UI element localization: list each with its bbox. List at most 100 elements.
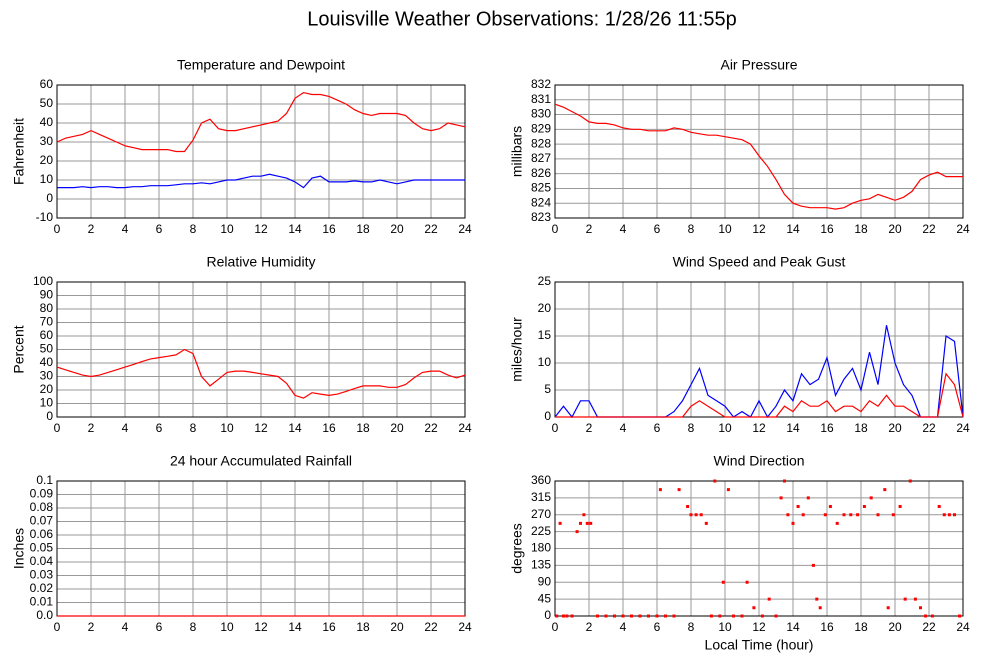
y-tick-label: 5 [544,382,551,396]
y-tick-label: 135 [531,558,551,572]
x-tick-label: 2 [88,421,95,435]
y-tick-label: 20 [40,153,54,167]
y-tick-label: 315 [531,490,551,504]
x-tick-label: 8 [190,421,197,435]
x-tick-label: 10 [220,222,234,236]
data-point [740,614,744,618]
chart-title: Air Pressure [720,57,797,73]
y-tick-label: 0.08 [30,500,54,514]
y-tick-label: 826 [531,166,551,180]
y-tick-label: 10 [40,396,54,410]
data-point [815,597,819,601]
data-point [908,479,912,483]
x-tick-label: 0 [54,421,61,435]
x-tick-label: 12 [752,421,766,435]
page-title: Louisville Weather Observations: 1/28/26… [307,8,737,30]
plot-frame [554,480,964,617]
data-line [56,91,466,153]
x-tick-label: 12 [254,620,268,634]
x-tick-label: 4 [122,222,129,236]
data-point [745,580,749,584]
data-point [604,614,608,618]
y-tick-label: 360 [531,473,551,487]
y-tick-label: 10 [538,355,552,369]
x-tick-label: 10 [220,421,234,435]
x-tick-label: 22 [922,620,936,634]
x-tick-label: 18 [356,620,370,634]
data-point [898,505,902,508]
chart-title: Temperature and Dewpoint [177,57,345,73]
data-point [767,597,771,601]
x-tick-label: 22 [424,222,438,236]
x-tick-label: 10 [718,620,732,634]
data-point [783,479,786,483]
y-axis-label: degrees [509,523,525,574]
data-point [811,563,815,567]
y-tick-label: 70 [40,315,54,329]
data-point [558,521,562,525]
data-point [677,488,681,492]
data-point [613,614,616,618]
x-tick-label: 6 [156,421,163,435]
y-tick-label: 0.05 [30,541,54,555]
x-tick-label: 6 [654,421,661,435]
data-point [953,513,956,517]
x-tick-label: 10 [718,421,732,435]
chart-title: Relative Humidity [207,254,316,270]
y-tick-label: 60 [40,77,54,91]
y-tick-label: 90 [538,574,552,588]
y-tick-label: 824 [531,195,551,209]
x-tick-label: 14 [288,222,302,236]
data-point [958,614,962,618]
data-point [621,614,625,618]
data-point [942,513,946,517]
x-tick-label: 20 [390,620,404,634]
data-point [596,614,599,618]
x-tick-label: 8 [688,421,695,435]
x-tick-label: 22 [922,222,936,236]
y-tick-label: 0.01 [30,595,54,609]
data-point [672,614,676,618]
plot-frame [554,84,964,219]
x-tick-label: 2 [586,620,593,634]
x-tick-label: 6 [654,620,661,634]
y-axis-label: Inches [11,528,27,569]
x-tick-label: 8 [688,222,695,236]
x-tick-label: 14 [288,421,302,435]
x-tick-label: 18 [854,222,868,236]
data-point [689,513,693,517]
data-point [828,505,832,508]
x-tick-label: 16 [322,620,336,634]
data-point [913,597,917,601]
y-tick-label: 0.07 [30,514,54,528]
data-point [883,488,887,492]
data-point [686,505,690,508]
data-point [565,614,569,618]
y-tick-label: 831 [531,92,551,106]
x-tick-label: 20 [888,222,902,236]
data-point [818,606,822,610]
data-point [709,614,713,618]
x-tick-label: 4 [122,620,129,634]
data-point [876,513,880,517]
data-point [856,513,860,517]
x-tick-label: 18 [854,620,868,634]
data-point [638,614,642,618]
data-point [718,614,722,618]
x-tick-label: 6 [156,620,163,634]
x-tick-label: 2 [586,421,593,435]
x-tick-label: 10 [220,620,234,634]
x-tick-label: 24 [458,222,472,236]
data-point [930,614,934,618]
x-tick-label: 6 [156,222,163,236]
data-point [947,513,951,517]
y-tick-label: 0.03 [30,568,54,582]
data-point [796,505,800,508]
data-point [849,513,853,517]
chart-title: 24 hour Accumulated Rainfall [170,453,352,469]
x-tick-label: 16 [820,222,834,236]
data-point [903,597,907,601]
x-tick-label: 8 [190,222,197,236]
data-line [56,348,466,399]
x-tick-label: 22 [424,421,438,435]
